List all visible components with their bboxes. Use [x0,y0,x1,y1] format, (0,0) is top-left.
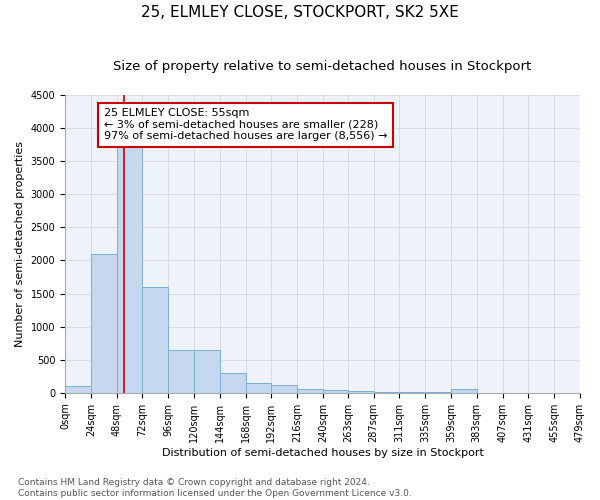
Text: 25, ELMLEY CLOSE, STOCKPORT, SK2 5XE: 25, ELMLEY CLOSE, STOCKPORT, SK2 5XE [141,5,459,20]
Bar [323,390,348,393]
Bar [400,392,425,393]
Text: Contains HM Land Registry data © Crown copyright and database right 2024.
Contai: Contains HM Land Registry data © Crown c… [18,478,412,498]
Title: Size of property relative to semi-detached houses in Stockport: Size of property relative to semi-detach… [113,60,532,73]
X-axis label: Distribution of semi-detached houses by size in Stockport: Distribution of semi-detached houses by … [161,448,484,458]
Bar [245,383,271,393]
Bar [220,374,245,393]
Bar [65,386,91,393]
Text: 25 ELMLEY CLOSE: 55sqm
← 3% of semi-detached houses are smaller (228)
97% of sem: 25 ELMLEY CLOSE: 55sqm ← 3% of semi-deta… [104,108,387,142]
Bar [194,350,220,393]
Bar [425,392,451,393]
Bar [451,389,477,393]
Bar [91,254,116,393]
Bar [271,385,297,393]
Bar [348,391,374,393]
Y-axis label: Number of semi-detached properties: Number of semi-detached properties [15,141,25,347]
Bar [142,287,168,393]
Bar [374,392,400,393]
Bar [297,389,323,393]
Bar [116,144,142,393]
Bar [168,350,194,393]
